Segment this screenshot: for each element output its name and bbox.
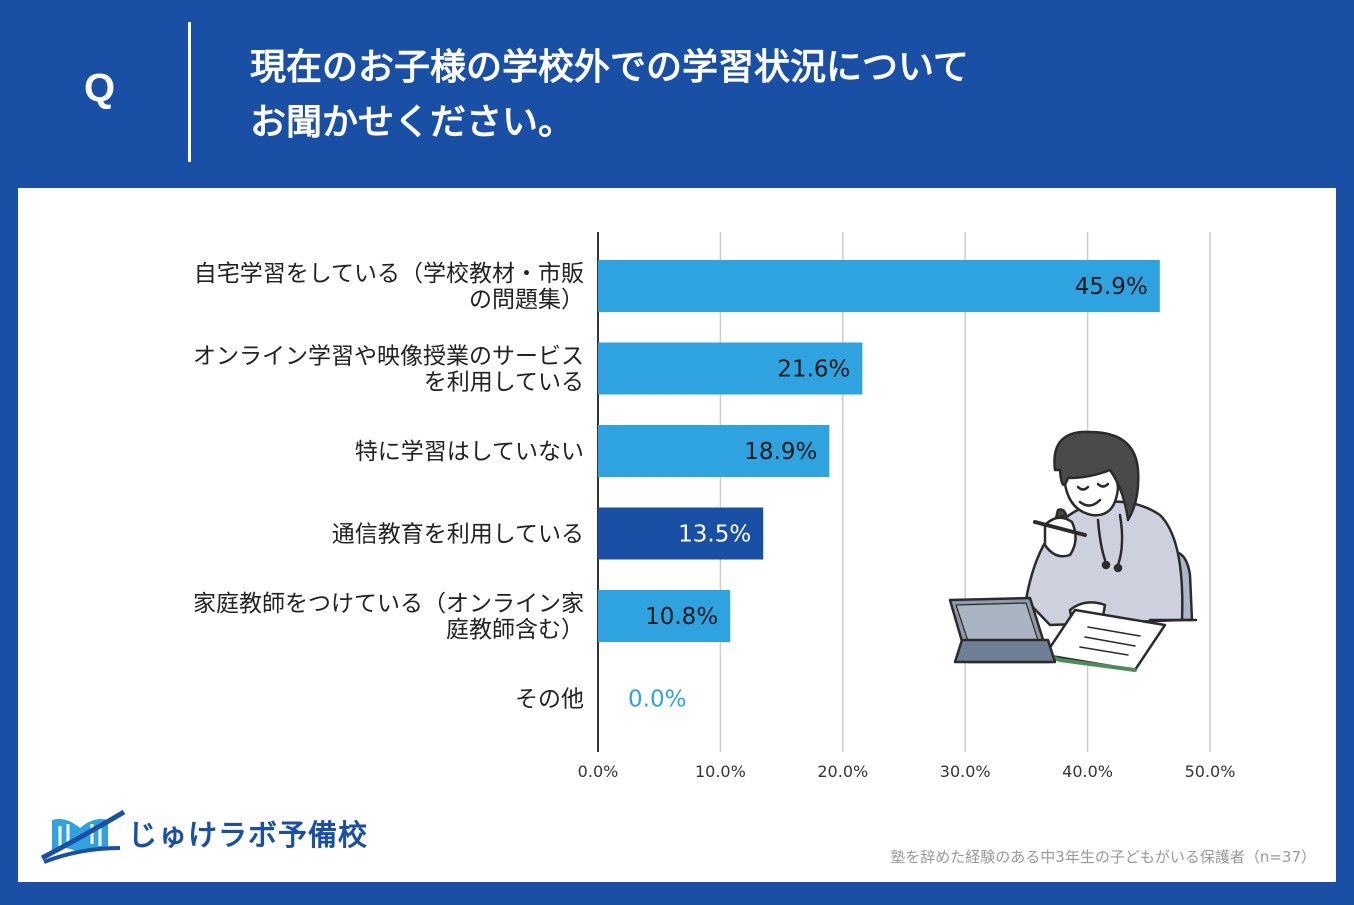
brand-logo[interactable]: じゅけラボ予備校: [40, 808, 370, 868]
x-tick-label: 0.0%: [578, 762, 619, 781]
question-title-line1: 現在のお子様の学校外での学習状況について: [250, 47, 969, 88]
x-tick-label: 20.0%: [817, 762, 868, 781]
question-marker: Q: [84, 66, 116, 110]
bar-value-label: 0.0%: [628, 687, 686, 713]
category-label: の問題集）: [469, 287, 584, 313]
header-divider: [188, 22, 191, 162]
book-logo-icon: [40, 809, 126, 864]
bar-value-label: 10.8%: [645, 604, 718, 630]
bar-value-label: 18.9%: [744, 439, 817, 465]
sample-footnote: 塾を辞めた経験のある中3年生の子どもがいる保護者（n=37）: [890, 848, 1316, 866]
brand-logo-text: じゅけラボ予備校: [128, 818, 369, 852]
bar: [598, 590, 731, 642]
bar: [598, 425, 830, 477]
bar: [598, 342, 863, 395]
category-label: 自宅学習をしている（学校教材・市販: [194, 261, 584, 287]
category-label: その他: [515, 687, 584, 713]
category-label: 通信教育を利用している: [332, 522, 584, 548]
x-tick-label: 40.0%: [1062, 762, 1113, 781]
bar-value-label: 21.6%: [777, 357, 850, 383]
category-label: 庭教師含む）: [446, 617, 584, 643]
category-label: 家庭教師をつけている（オンライン家: [193, 591, 584, 617]
question-header: Q 現在のお子様の学校外での学習状況について お聞かせください。: [0, 0, 1354, 188]
category-label: 特に学習はしていない: [355, 439, 584, 465]
question-title: 現在のお子様の学校外での学習状況について お聞かせください。: [250, 40, 969, 150]
category-label: オンライン学習や映像授業のサービス: [193, 344, 584, 370]
bar-value-label: 13.5%: [678, 522, 751, 548]
x-tick-label: 30.0%: [940, 762, 991, 781]
x-tick-label: 10.0%: [695, 762, 746, 781]
bar: [598, 260, 1160, 312]
student-illustration-icon: [948, 430, 1198, 672]
x-tick-label: 50.0%: [1185, 762, 1236, 781]
bar: [598, 507, 764, 560]
category-label: を利用している: [424, 370, 584, 396]
question-title-line2: お聞かせください。: [250, 102, 575, 143]
bar-value-label: 45.9%: [1075, 274, 1148, 300]
